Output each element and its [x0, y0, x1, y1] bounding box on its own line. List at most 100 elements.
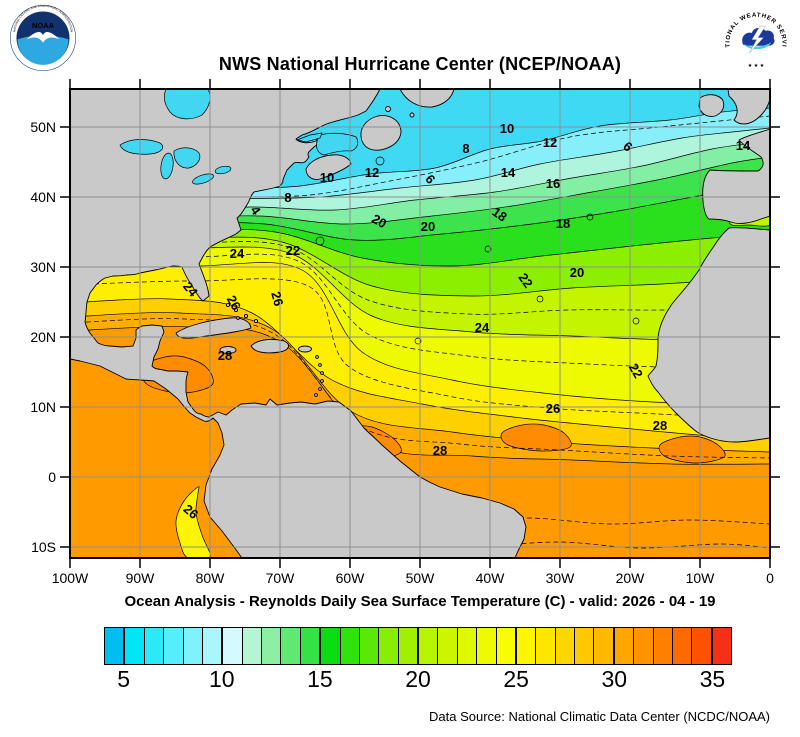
colorbar-tick-label: 15 — [307, 666, 333, 692]
x-axis-label: 20W — [616, 570, 646, 586]
x-axis-label: 30W — [546, 570, 576, 586]
lake-erie — [192, 173, 214, 185]
land-hispaniola — [250, 338, 289, 354]
nws-lightning-icon — [749, 25, 766, 54]
colorbar-segment — [379, 628, 399, 664]
page-title: NWS National Hurricane Center (NCEP/NOAA… — [218, 54, 622, 74]
sst-contour-dashed — [229, 115, 770, 198]
colorbar-segment — [438, 628, 458, 664]
colorbar-segment — [300, 628, 322, 664]
contour-label: 28 — [653, 418, 667, 433]
colorbar-segment — [144, 628, 165, 664]
x-axis-label: 80W — [196, 570, 226, 586]
sst-patch — [175, 486, 211, 558]
sst-contour — [70, 298, 770, 439]
colorbar-segment — [575, 628, 595, 664]
data-source: Data Source: National Climatic Data Cent… — [429, 709, 770, 724]
water-st-lawrence-river — [295, 132, 323, 143]
x-axis-label: 100W — [52, 570, 89, 586]
lake-ontario — [214, 165, 232, 175]
contour-label: 10 — [500, 121, 514, 136]
colorbar-tick-label: 5 — [117, 666, 131, 692]
y-axis-label: 30N — [30, 259, 56, 275]
sst-eddy — [414, 337, 422, 345]
colorbar-segment — [594, 628, 615, 664]
land-cuba — [175, 317, 252, 339]
y-axis-label: 50N — [30, 119, 56, 135]
lake-huron — [173, 147, 201, 169]
x-axis-label: 90W — [126, 570, 156, 586]
contour-label: 24 — [230, 246, 245, 261]
colorbar-segment — [183, 628, 203, 664]
colorbar-tick-label: 10 — [208, 666, 235, 692]
contour-label: 20 — [369, 211, 389, 231]
x-axis-label: 0 — [766, 570, 774, 586]
contour-label: 26 — [268, 290, 286, 308]
colorbar-segment — [281, 628, 301, 664]
land-puerto-rico — [298, 345, 312, 353]
contour-label: 22 — [286, 243, 300, 258]
y-axis-label: 10S — [31, 539, 56, 555]
y-axis-label: 10N — [30, 399, 56, 415]
x-axis-label: 70W — [266, 570, 296, 586]
y-axis-label: 0 — [48, 469, 56, 485]
colorbar-tick-labels: 5 10 15 20 25 30 35 — [104, 666, 732, 694]
colorbar-segment — [359, 628, 380, 664]
land-united-kingdom — [727, 89, 770, 125]
colorbar-segment — [125, 628, 145, 664]
colorbar-segment — [536, 628, 556, 664]
land-islet — [409, 112, 415, 118]
colorbar-segment — [477, 628, 497, 664]
colorbar-tick-label: 20 — [405, 666, 431, 692]
colorbar-segment — [496, 628, 517, 664]
sst-eddy — [536, 295, 544, 303]
x-axis-label: 50W — [406, 570, 436, 586]
colorbar-segment — [516, 628, 537, 664]
land-islet — [385, 106, 391, 112]
colorbar-segment — [242, 628, 262, 664]
land-newfoundland — [360, 115, 402, 151]
contour-label: 28 — [433, 443, 447, 458]
colorbar-segment — [672, 628, 693, 664]
sst-eddy — [315, 236, 325, 246]
colorbar-segment — [419, 628, 439, 664]
noaa-gull-icon — [26, 32, 60, 43]
contour-label: 8 — [462, 141, 469, 156]
colorbar-tick-label: 35 — [699, 666, 726, 692]
land-bahamas — [225, 302, 259, 324]
contour-label: 26 — [224, 293, 244, 313]
x-axis-label: 10W — [686, 570, 716, 586]
contour-label: 22 — [515, 270, 536, 290]
noaa-emblem-sea — [17, 35, 69, 65]
lake-michigan — [160, 152, 174, 180]
contour-label: 12 — [365, 165, 379, 180]
sst-contour — [70, 312, 770, 453]
contour-label: 26 — [546, 401, 560, 416]
contour-label: 18 — [556, 216, 570, 231]
colorbar-segment — [202, 628, 224, 664]
noaa-acronym: NOAA — [32, 21, 55, 30]
colorbar — [104, 627, 732, 665]
sst-eddy — [375, 156, 385, 166]
colorbar-tick-label: 25 — [503, 666, 529, 692]
contour-label: 22 — [626, 361, 646, 381]
sst-contour-dashed — [70, 318, 770, 459]
land-nova-scotia — [305, 154, 352, 180]
noaa-logo: NATIONAL OCEANIC AND ATMOSPHERIC ADMINIS… — [10, 4, 76, 71]
contour-label: 28 — [218, 348, 232, 363]
contour-label: 14 — [501, 165, 516, 180]
land-africa — [647, 227, 770, 443]
y-axis-label: 20N — [30, 329, 56, 345]
contour-label: 10 — [320, 170, 334, 185]
contour-label: 16 — [546, 176, 560, 191]
sst-eddy — [586, 213, 594, 221]
land-ireland — [698, 94, 725, 117]
contour-label: 20 — [421, 219, 435, 234]
land-europe — [702, 128, 770, 224]
colorbar-segment — [262, 628, 282, 664]
contour-label: 24 — [475, 320, 490, 335]
nws-cloud-base — [743, 42, 771, 50]
contour-label: 8 — [284, 190, 291, 205]
